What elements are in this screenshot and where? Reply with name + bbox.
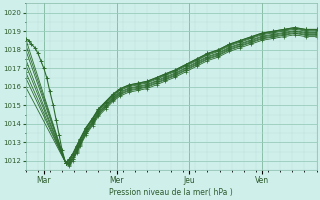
- X-axis label: Pression niveau de la mer( hPa ): Pression niveau de la mer( hPa ): [109, 188, 233, 197]
